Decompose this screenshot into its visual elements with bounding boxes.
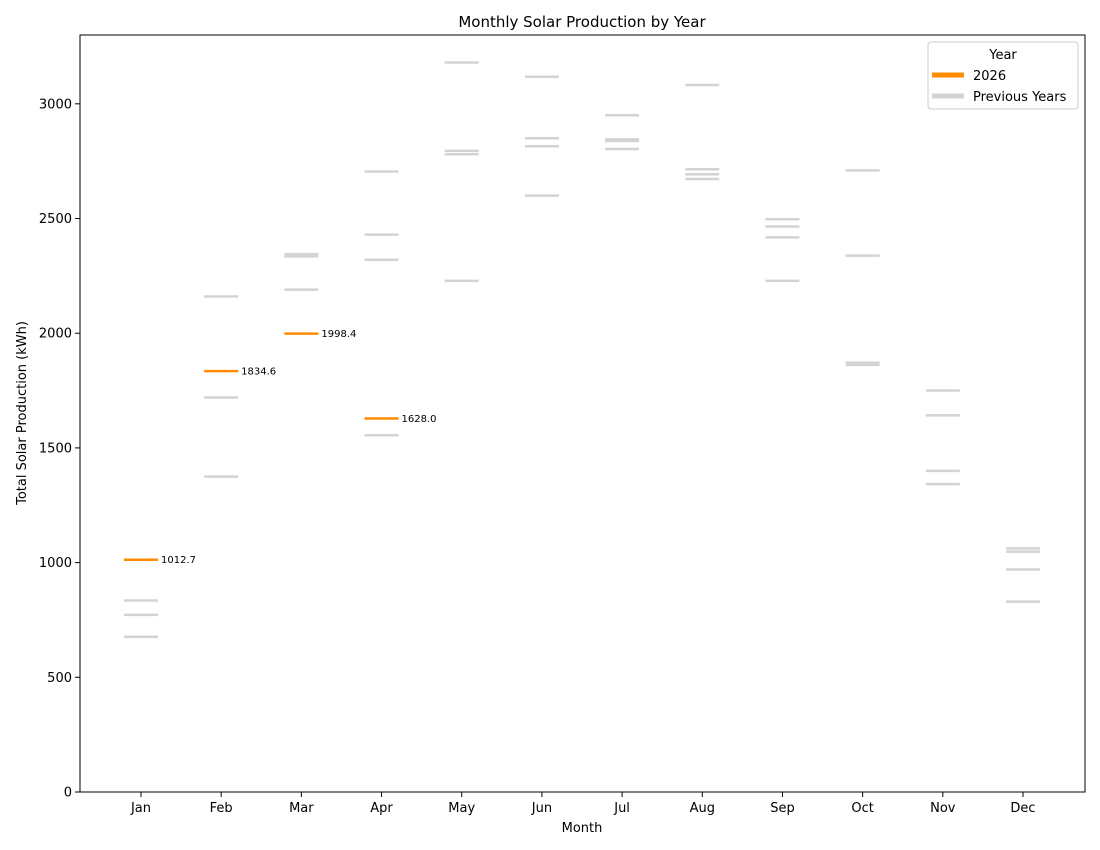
x-tick-label-jan: Jan xyxy=(130,801,151,816)
legend-label-previous-years: Previous Years xyxy=(973,90,1067,105)
x-tick-label-jul: Jul xyxy=(613,801,630,816)
x-tick-label-jun: Jun xyxy=(531,801,552,816)
y-tick-label-500: 500 xyxy=(47,671,72,686)
legend-box xyxy=(927,41,1079,110)
x-axis-label: Month xyxy=(562,821,603,836)
y-axis-label: Total Solar Production (kWh) xyxy=(15,321,30,506)
x-tick-label-may: May xyxy=(448,801,475,816)
y-tick-label-0: 0 xyxy=(64,786,72,801)
y-tick-label-1000: 1000 xyxy=(39,556,72,571)
data-label-feb: 1834.6 xyxy=(241,367,276,378)
x-tick-label-aug: Aug xyxy=(690,801,715,816)
x-tick-label-mar: Mar xyxy=(289,801,314,816)
data-label-apr: 1628.0 xyxy=(402,414,437,425)
y-tick-label-2500: 2500 xyxy=(39,212,72,227)
y-tick-label-1500: 1500 xyxy=(39,441,72,456)
x-tick-label-apr: Apr xyxy=(370,801,393,816)
x-axis: Jan Feb Mar Apr May Jun Jul Aug Sep Oct Nov Dec xyxy=(130,792,1036,816)
y-tick-label-3000: 3000 xyxy=(39,97,72,112)
y-tick-label-2000: 2000 xyxy=(39,327,72,342)
chart-title: Monthly Solar Production by Year xyxy=(458,13,706,31)
legend: Year 2026 Previous Years xyxy=(927,41,1079,110)
plot-marks: 1012.7 1834.6 1998.4 1628.0 xyxy=(124,61,1040,639)
plot-area-frame xyxy=(79,34,1086,793)
data-label-mar: 1998.4 xyxy=(321,329,356,340)
x-tick-label-feb: Feb xyxy=(210,801,233,816)
legend-title: Year xyxy=(988,48,1017,63)
legend-label-2026: 2026 xyxy=(973,69,1006,84)
data-label-jan: 1012.7 xyxy=(161,555,196,566)
y-axis: 0 500 1000 1500 2000 2500 3000 xyxy=(39,97,80,801)
x-tick-label-sep: Sep xyxy=(770,801,795,816)
x-tick-label-oct: Oct xyxy=(851,801,873,816)
x-tick-label-dec: Dec xyxy=(1010,801,1035,816)
x-tick-label-nov: Nov xyxy=(930,801,956,816)
